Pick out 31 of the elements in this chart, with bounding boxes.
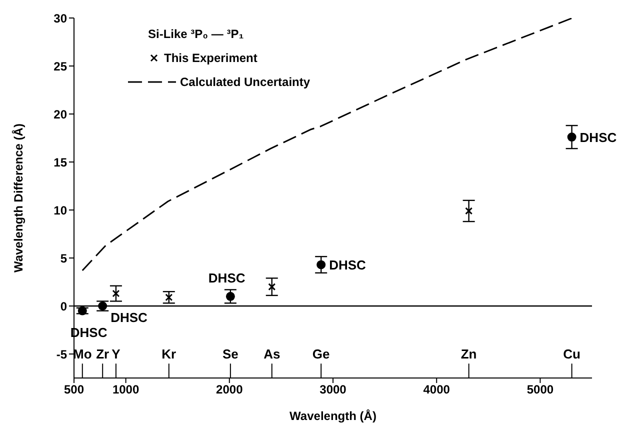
- x-tick-label: 500: [64, 382, 84, 397]
- annotation: DHSC: [110, 310, 148, 325]
- x-tick-label: 2000: [216, 382, 244, 397]
- y-tick-label: 5: [60, 251, 68, 266]
- y-tick-label: 20: [54, 107, 68, 122]
- legend-label: Calculated Uncertainty: [180, 74, 310, 91]
- x-tick-label: 1000: [112, 382, 140, 397]
- ref-line-label: Ge: [312, 346, 330, 362]
- ref-line-label: Kr: [162, 346, 176, 362]
- annotation: DHSC: [580, 130, 618, 146]
- ref-line-label: Y: [112, 346, 121, 362]
- y-tick-label: 25: [54, 59, 68, 74]
- y-tick-label: 15: [54, 155, 68, 170]
- ref-line-label: As: [264, 346, 280, 362]
- x-tick-label: 3000: [320, 382, 347, 397]
- legend-title: Si-Like ³P₀ — ³P₁: [147, 26, 245, 43]
- ref-line-label: Zr: [96, 346, 110, 362]
- legend-label: This Experiment: [164, 50, 258, 67]
- y-tick-label: 30: [54, 11, 68, 26]
- y-tick-label: -5: [56, 347, 68, 362]
- ref-line-label: Cu: [563, 346, 581, 362]
- y-axis-title: Wavelength Difference (Å): [11, 124, 26, 272]
- x-tick-label: 5000: [526, 382, 554, 397]
- ref-line-label: Se: [222, 346, 238, 362]
- ref-line-label: Zn: [460, 346, 477, 362]
- annotation: DHSC: [208, 270, 246, 286]
- y-tick-label: 10: [54, 203, 68, 218]
- y-tick-label: 0: [60, 299, 68, 314]
- x-tick-label: 4000: [423, 382, 450, 397]
- x-axis-title: Wavelength (Å): [290, 409, 376, 423]
- annotation: DHSC: [329, 258, 367, 273]
